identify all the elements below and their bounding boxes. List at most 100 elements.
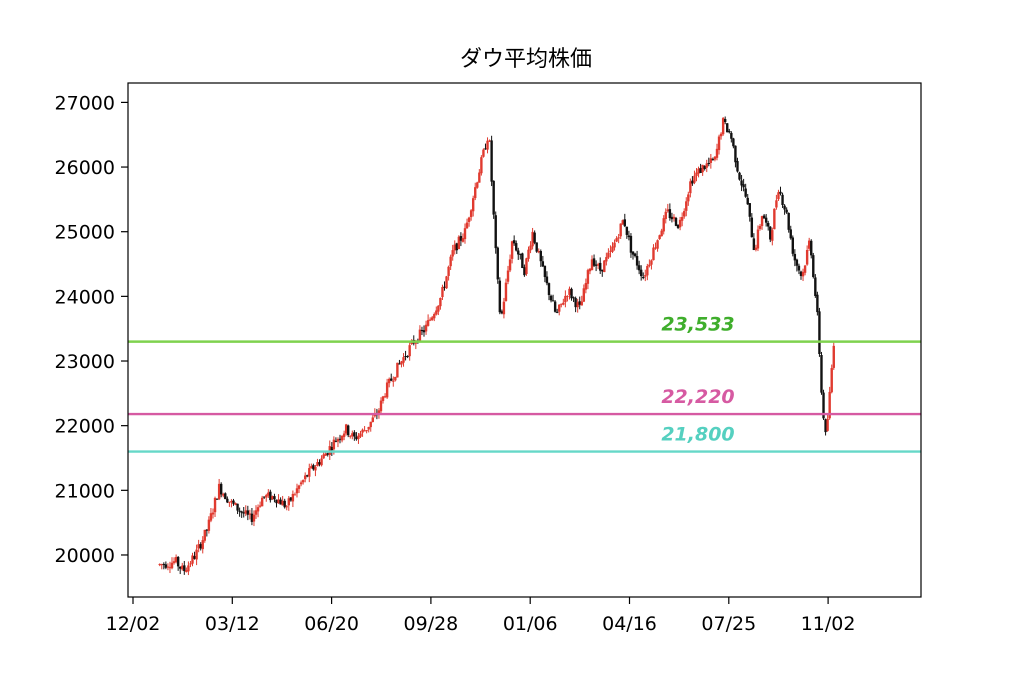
y-tick-label: 24000 (55, 286, 115, 308)
candle-body (301, 480, 305, 483)
candle-body (224, 493, 227, 500)
candle-body (572, 297, 575, 299)
candle-body (592, 258, 596, 266)
candle-body (265, 495, 268, 498)
candle-body (463, 228, 467, 240)
candle-body (773, 208, 776, 230)
candle-body (353, 432, 356, 437)
candle-body (586, 270, 590, 284)
candle-body (299, 482, 303, 485)
candle-body (590, 259, 594, 271)
y-tick-label: 25000 (55, 222, 115, 244)
candle-body (209, 513, 213, 521)
candle-body (494, 215, 497, 249)
candle-body (193, 556, 196, 559)
candle-body (699, 168, 702, 173)
y-tick-label: 27000 (55, 92, 115, 114)
candle-body (359, 433, 362, 437)
candle-body (504, 282, 508, 301)
candle-body (746, 197, 749, 205)
candle-body (777, 192, 780, 200)
candle-body (250, 513, 254, 522)
candle-body (678, 219, 682, 228)
candle-body (203, 529, 206, 541)
candle-body (631, 251, 635, 255)
candle-body (807, 240, 811, 249)
candle-body (824, 419, 827, 433)
candle-body (476, 182, 479, 188)
candle-body (277, 499, 280, 504)
candle-body (285, 506, 288, 508)
candle-body (385, 382, 389, 398)
candle-body (582, 288, 586, 302)
candle-body (789, 229, 792, 239)
candle-body (234, 502, 237, 505)
candle-body (728, 131, 731, 133)
candle-body (744, 188, 747, 197)
candle-body (322, 454, 325, 459)
candle-body (289, 497, 293, 501)
candle-body (455, 243, 458, 251)
candle-body (365, 430, 368, 432)
candle-body (451, 250, 454, 257)
candle-body (433, 314, 436, 319)
candle-body (646, 266, 649, 276)
level-label: 23,533 (661, 314, 734, 336)
candle-body (560, 303, 563, 305)
candle-body (297, 485, 301, 489)
candle-body (539, 251, 542, 262)
candle-body (691, 180, 694, 184)
candle-body (584, 283, 588, 290)
candle-body (183, 565, 186, 572)
candle-body (275, 499, 278, 504)
candle-body (601, 269, 604, 272)
candle-body (568, 288, 571, 295)
candle-body (211, 512, 215, 515)
candle-body (402, 357, 405, 363)
candle-body (529, 245, 532, 251)
candle-body (607, 252, 610, 258)
candle-body (726, 123, 729, 133)
candle-body (320, 458, 323, 466)
candle-body (527, 249, 530, 259)
candle-body (650, 260, 653, 265)
candle-body (588, 268, 592, 272)
candle-body (674, 217, 678, 226)
candle-body (654, 247, 657, 249)
candle-body (215, 498, 219, 500)
candle-body (717, 136, 721, 151)
y-tick-label: 22000 (55, 416, 115, 438)
y-tick-label: 20000 (55, 545, 115, 567)
candle-body (515, 243, 518, 251)
candle-body (723, 119, 727, 122)
candle-body (826, 418, 829, 431)
candle-body (764, 217, 768, 223)
candle-body (160, 564, 163, 566)
candle-body (246, 510, 250, 515)
candle-body (637, 265, 641, 271)
x-tick-label: 01/06 (503, 613, 558, 635)
candle-body (248, 513, 252, 515)
candle-body (609, 250, 612, 252)
candle-body (562, 302, 565, 305)
x-tick-label: 03/12 (205, 613, 260, 635)
candle-body (596, 264, 600, 266)
candle-body (594, 264, 598, 266)
candle-body (486, 140, 489, 150)
candle-body (471, 198, 475, 212)
candle-body (816, 294, 819, 313)
candle-body (238, 510, 241, 512)
candle-body (474, 187, 477, 199)
candle-body (207, 519, 211, 531)
candle-body (349, 435, 352, 437)
candle-body (633, 253, 637, 257)
candle-body (820, 354, 823, 393)
candle-body (750, 217, 754, 238)
candle-body (707, 163, 710, 165)
candle-body (810, 240, 813, 256)
candle-body (308, 468, 311, 477)
candle-body (613, 242, 616, 248)
candle-body (426, 320, 430, 326)
candle-body (293, 494, 297, 496)
candle-body (222, 494, 225, 496)
